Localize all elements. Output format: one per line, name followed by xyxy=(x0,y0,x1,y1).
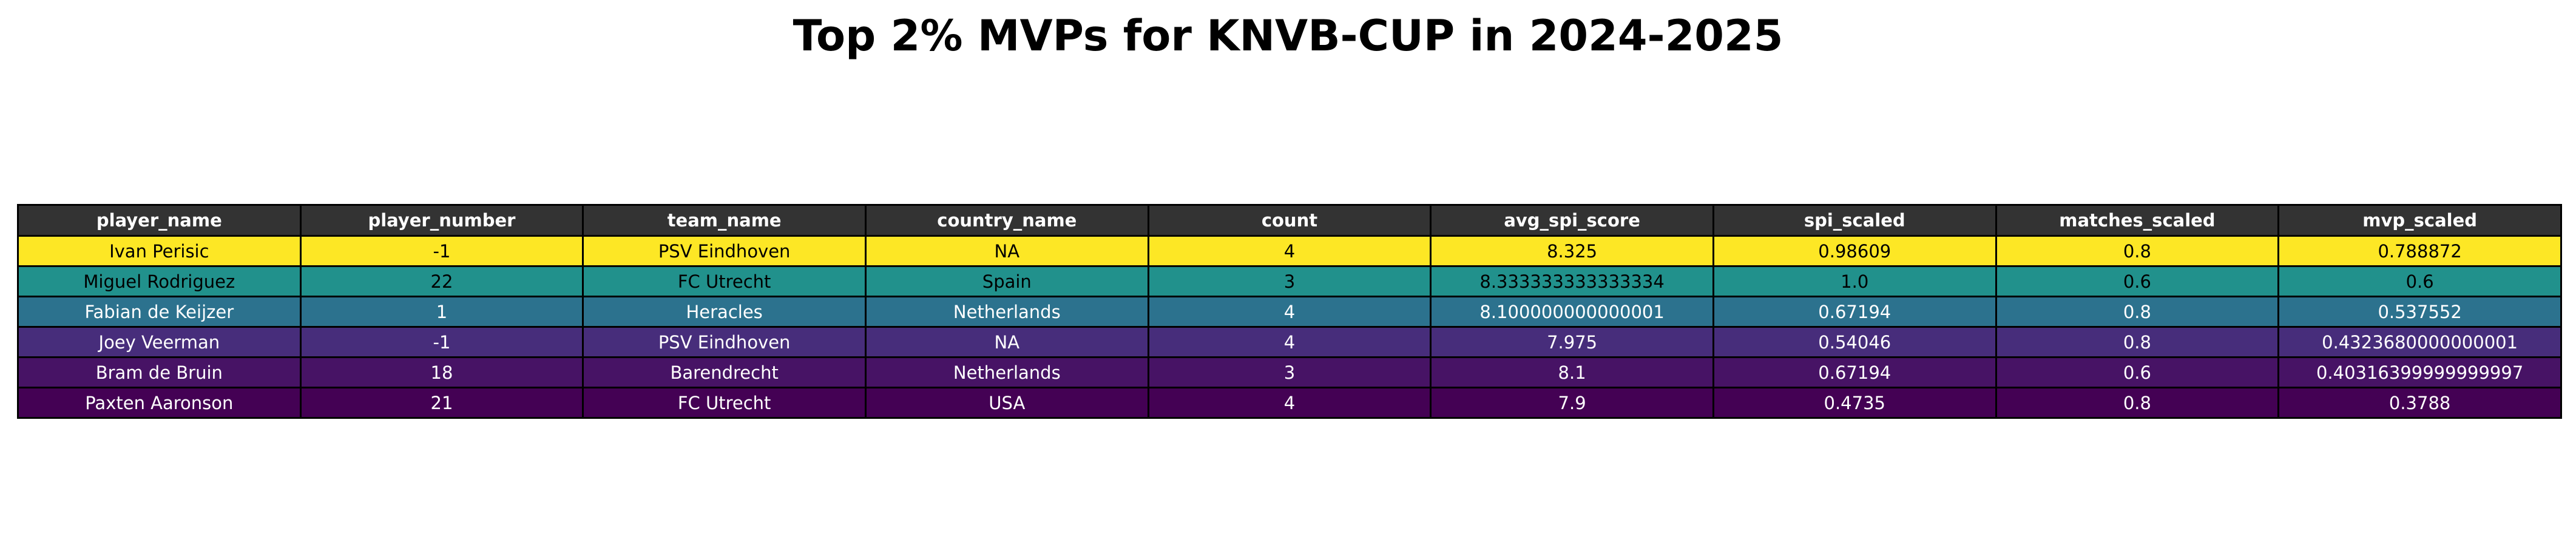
column-header-avg-spi-score: avg_spi_score xyxy=(1430,204,1714,237)
column-header-player-number: player_number xyxy=(299,204,584,237)
table-cell-matches-scaled: 0.8 xyxy=(1995,387,2280,419)
table-cell-count: 4 xyxy=(1147,326,1432,358)
table-cell-team-name: PSV Eindhoven xyxy=(582,235,867,267)
table-cell-country-name: USA xyxy=(864,387,1149,419)
table-body: Ivan Perisic -1 PSV Eindhoven NA 4 8.325 0.986… xyxy=(17,235,2562,419)
table-cell-player-number: 1 xyxy=(299,296,584,328)
table-cell-player-number: 21 xyxy=(299,387,584,419)
table-cell-country-name: NA xyxy=(864,326,1149,358)
table-cell-country-name: Netherlands xyxy=(864,296,1149,328)
table-cell-spi-scaled: 0.67194 xyxy=(1712,296,1997,328)
table-row: Joey Veerman -1 PSV Eindhoven NA 4 7.975 0.540… xyxy=(17,326,2562,358)
chart-title: Top 2% MVPs for KNVB-CUP in 2024-2025 xyxy=(793,11,1783,61)
table-cell-count: 3 xyxy=(1147,356,1432,388)
table-cell-player-name: Ivan Perisic xyxy=(17,235,302,267)
table-cell-team-name: FC Utrecht xyxy=(582,387,867,419)
table-cell-mvp-scaled: 0.6 xyxy=(2277,265,2562,297)
table-cell-avg-spi-score: 8.100000000000001 xyxy=(1430,296,1714,328)
table-cell-country-name: Netherlands xyxy=(864,356,1149,388)
table-cell-matches-scaled: 0.6 xyxy=(1995,265,2280,297)
table-cell-count: 3 xyxy=(1147,265,1432,297)
table-cell-avg-spi-score: 8.333333333333334 xyxy=(1430,265,1714,297)
table-cell-spi-scaled: 0.67194 xyxy=(1712,356,1997,388)
table-cell-player-name: Miguel Rodriguez xyxy=(17,265,302,297)
table-row: Paxten Aaronson 21 FC Utrecht USA 4 7.9 0.4735… xyxy=(17,387,2562,419)
table-cell-team-name: FC Utrecht xyxy=(582,265,867,297)
table-cell-mvp-scaled: 0.3788 xyxy=(2277,387,2562,419)
column-header-country-name: country_name xyxy=(864,204,1149,237)
table-cell-team-name: Heracles xyxy=(582,296,867,328)
column-header-matches-scaled: matches_scaled xyxy=(1995,204,2280,237)
table-cell-count: 4 xyxy=(1147,387,1432,419)
table-cell-player-name: Joey Veerman xyxy=(17,326,302,358)
column-header-player-name: player_name xyxy=(17,204,302,237)
table-cell-spi-scaled: 0.98609 xyxy=(1712,235,1997,267)
table-cell-count: 4 xyxy=(1147,296,1432,328)
table-cell-team-name: PSV Eindhoven xyxy=(582,326,867,358)
table-cell-mvp-scaled: 0.4323680000000001 xyxy=(2277,326,2562,358)
table-cell-team-name: Barendrecht xyxy=(582,356,867,388)
table-cell-country-name: Spain xyxy=(864,265,1149,297)
table-row: Ivan Perisic -1 PSV Eindhoven NA 4 8.325 0.986… xyxy=(17,235,2562,267)
column-header-team-name: team_name xyxy=(582,204,867,237)
table-cell-avg-spi-score: 8.325 xyxy=(1430,235,1714,267)
table-cell-matches-scaled: 0.8 xyxy=(1995,326,2280,358)
column-header-count: count xyxy=(1147,204,1432,237)
table-cell-avg-spi-score: 7.975 xyxy=(1430,326,1714,358)
table-cell-player-number: -1 xyxy=(299,326,584,358)
table-cell-mvp-scaled: 0.537552 xyxy=(2277,296,2562,328)
table-cell-spi-scaled: 1.0 xyxy=(1712,265,1997,297)
table-cell-mvp-scaled: 0.40316399999999997 xyxy=(2277,356,2562,388)
column-header-spi-scaled: spi_scaled xyxy=(1712,204,1997,237)
table-cell-matches-scaled: 0.8 xyxy=(1995,235,2280,267)
table-cell-player-name: Fabian de Keijzer xyxy=(17,296,302,328)
table-row: Miguel Rodriguez 22 FC Utrecht Spain 3 8.3333… xyxy=(17,265,2562,297)
table-cell-player-name: Paxten Aaronson xyxy=(17,387,302,419)
table-header-row: player_name player_number team_name country… xyxy=(17,204,2562,237)
mvp-table: player_name player_number team_name country… xyxy=(17,204,2562,419)
table-cell-player-number: 22 xyxy=(299,265,584,297)
table-row: Fabian de Keijzer 1 Heracles Netherlands 4 8.… xyxy=(17,296,2562,328)
table-row: Bram de Bruin 18 Barendrecht Netherlands 3 8.… xyxy=(17,356,2562,388)
table-cell-player-name: Bram de Bruin xyxy=(17,356,302,388)
table-cell-mvp-scaled: 0.788872 xyxy=(2277,235,2562,267)
column-header-mvp-scaled: mvp_scaled xyxy=(2277,204,2562,237)
table-cell-count: 4 xyxy=(1147,235,1432,267)
table-cell-matches-scaled: 0.6 xyxy=(1995,356,2280,388)
table-cell-player-number: -1 xyxy=(299,235,584,267)
table-cell-avg-spi-score: 8.1 xyxy=(1430,356,1714,388)
table-cell-spi-scaled: 0.54046 xyxy=(1712,326,1997,358)
table-cell-matches-scaled: 0.8 xyxy=(1995,296,2280,328)
table-cell-country-name: NA xyxy=(864,235,1149,267)
table-cell-avg-spi-score: 7.9 xyxy=(1430,387,1714,419)
table-cell-spi-scaled: 0.4735 xyxy=(1712,387,1997,419)
table-cell-player-number: 18 xyxy=(299,356,584,388)
